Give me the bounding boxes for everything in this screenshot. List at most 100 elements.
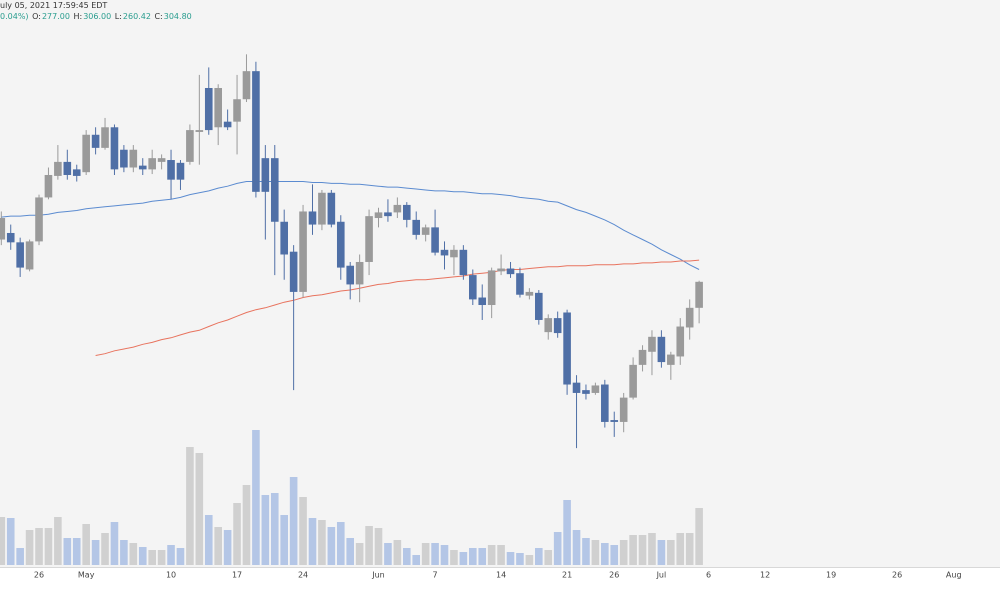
volume-bar <box>25 530 34 565</box>
candle-body <box>72 169 81 176</box>
volume-bar <box>54 517 62 565</box>
candle-body <box>318 192 326 225</box>
volume-bar <box>648 533 656 565</box>
volume-bar <box>91 540 100 565</box>
candle-body <box>110 127 119 170</box>
candle-body <box>431 227 439 253</box>
candle-body <box>667 354 675 365</box>
volume-bar <box>535 548 543 565</box>
volume-bar <box>195 453 204 565</box>
c-value: 304.80 <box>163 12 192 21</box>
candle-body <box>138 165 147 170</box>
x-tick-label: Jun <box>371 571 385 580</box>
candle-body <box>601 384 609 422</box>
volume-bar <box>582 538 590 565</box>
volume-bar <box>591 540 600 565</box>
change: 0.04%) <box>0 12 29 21</box>
candle-body <box>148 158 156 170</box>
volume-bar <box>695 508 703 565</box>
datetime: uly 05, 2021 17:59:45 EDT <box>0 1 108 10</box>
candle-body <box>487 270 496 306</box>
candle-body <box>280 221 288 255</box>
volume-bar <box>610 545 619 565</box>
candle-body <box>657 336 666 363</box>
candle-body <box>469 275 477 300</box>
volume-bar <box>459 552 468 565</box>
volume-bar <box>525 555 534 565</box>
volume-bar <box>393 540 402 565</box>
candle-body <box>176 162 185 180</box>
candle-body <box>91 134 100 148</box>
volume-bar <box>412 555 421 565</box>
candle-body <box>553 318 562 334</box>
volume-bar <box>478 548 487 565</box>
volume-bar <box>327 527 336 565</box>
volume-bar <box>431 543 439 565</box>
volume-bar <box>563 500 571 565</box>
candle-body <box>214 87 222 128</box>
candle-body <box>289 251 298 292</box>
x-tick-label: 6 <box>706 571 711 580</box>
candle-body <box>695 281 703 308</box>
ohlc-row: 0.04%) O:277.00 H:306.00 L:260.42 C:304.… <box>0 11 193 22</box>
candle-body <box>0 218 6 240</box>
candle-body <box>402 204 411 220</box>
candle-body <box>685 307 694 328</box>
x-tick-label: Jul <box>656 571 667 580</box>
candle-body <box>195 130 204 132</box>
volume-bar <box>157 550 166 565</box>
candle-body <box>355 261 364 285</box>
volume-bar <box>544 550 553 565</box>
volume-bar <box>619 540 628 565</box>
volume-bar <box>676 533 685 565</box>
candle-body <box>591 385 600 393</box>
volume-bar <box>402 548 411 565</box>
volume-bar <box>469 548 477 565</box>
candle-body <box>393 204 402 213</box>
volume-bar <box>355 543 364 565</box>
volume-bar <box>450 550 458 565</box>
candle-body <box>327 192 336 225</box>
volume-bar <box>261 495 270 565</box>
volume-bar <box>72 538 81 565</box>
volume-bar <box>82 524 90 565</box>
volume-bar <box>308 518 317 565</box>
candle-body <box>478 297 487 306</box>
candle-body <box>157 158 166 162</box>
volume-bar <box>629 535 637 565</box>
candle-body <box>676 326 685 357</box>
candle-body <box>440 249 449 256</box>
volume-bar <box>374 528 383 565</box>
x-tick-label: 26 <box>34 571 44 580</box>
volume-bar <box>516 553 524 565</box>
volume-bar <box>16 548 24 565</box>
volume-bar <box>384 543 392 565</box>
x-tick-label: Aug <box>946 571 962 580</box>
volume-bar <box>129 543 138 565</box>
volume-bar <box>270 493 279 565</box>
volume-bar <box>35 528 43 565</box>
candle-body <box>186 130 194 162</box>
candle-body <box>544 318 553 333</box>
candle-body <box>336 221 345 268</box>
candle-body <box>270 158 279 222</box>
volume-bar <box>223 530 232 565</box>
volume-bar <box>553 532 562 565</box>
candle-body <box>16 242 24 268</box>
candle-body <box>629 364 637 398</box>
candle-body <box>619 397 628 422</box>
candle-body <box>497 268 505 272</box>
candle-body <box>459 249 468 276</box>
candle-body <box>82 134 90 173</box>
candle-body <box>365 216 373 262</box>
candle-body <box>412 219 421 235</box>
volume-bar <box>204 515 213 565</box>
x-tick-label: 7 <box>433 571 438 580</box>
candle-body <box>44 174 53 198</box>
volume-bar <box>318 520 326 565</box>
candle-body <box>25 241 34 270</box>
x-tick-label: 10 <box>166 571 176 580</box>
h-label: H: <box>73 12 83 21</box>
volume-bar <box>120 540 128 565</box>
